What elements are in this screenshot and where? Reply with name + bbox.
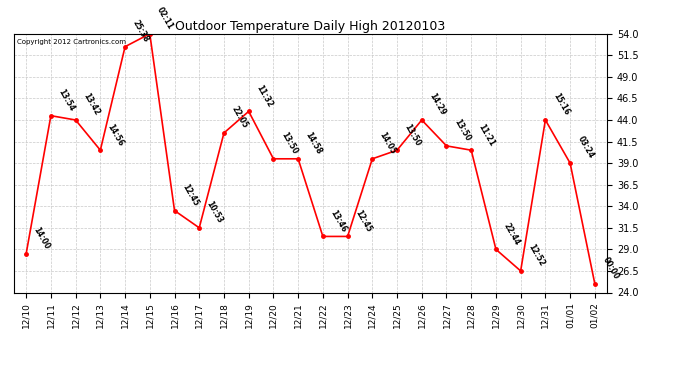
- Text: 22:44: 22:44: [502, 221, 522, 247]
- Text: 11:32: 11:32: [254, 83, 274, 109]
- Text: 13:46: 13:46: [328, 208, 348, 234]
- Text: 03:24: 03:24: [575, 135, 595, 160]
- Text: 22:05: 22:05: [230, 105, 249, 130]
- Text: 02:11: 02:11: [155, 6, 175, 31]
- Text: 12:52: 12:52: [526, 243, 546, 268]
- Text: 13:42: 13:42: [81, 92, 101, 117]
- Text: 14:05: 14:05: [378, 131, 397, 156]
- Text: 14:58: 14:58: [304, 130, 324, 156]
- Text: 15:16: 15:16: [551, 92, 571, 117]
- Text: 13:54: 13:54: [57, 88, 76, 113]
- Text: 10:53: 10:53: [205, 200, 224, 225]
- Text: 12:45: 12:45: [353, 209, 373, 234]
- Text: 14:00: 14:00: [32, 225, 52, 251]
- Text: 13:50: 13:50: [279, 131, 299, 156]
- Text: 00:00: 00:00: [600, 256, 620, 281]
- Text: Copyright 2012 Cartronics.com: Copyright 2012 Cartronics.com: [17, 39, 126, 45]
- Title: Outdoor Temperature Daily High 20120103: Outdoor Temperature Daily High 20120103: [175, 20, 446, 33]
- Text: 11:21: 11:21: [477, 122, 497, 147]
- Text: 13:50: 13:50: [452, 118, 472, 143]
- Text: 14:56: 14:56: [106, 122, 126, 147]
- Text: 25:38: 25:38: [130, 18, 150, 44]
- Text: 14:29: 14:29: [427, 92, 447, 117]
- Text: 13:50: 13:50: [402, 122, 422, 147]
- Text: 12:45: 12:45: [180, 183, 200, 208]
